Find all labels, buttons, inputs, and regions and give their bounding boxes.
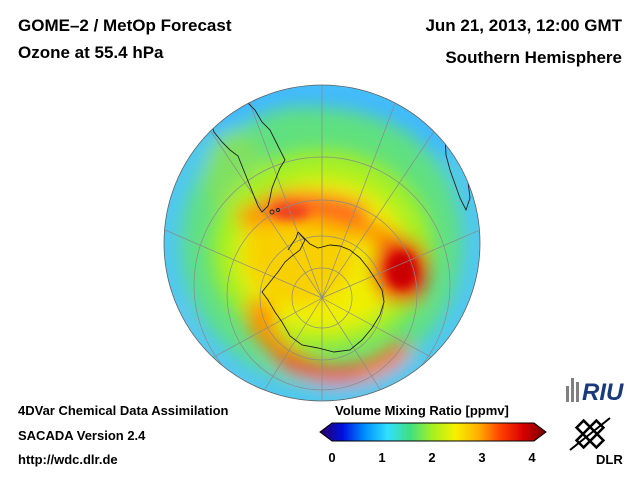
colorbar-bar bbox=[319, 422, 547, 442]
ozone-field bbox=[164, 85, 480, 401]
footer-line1: 4DVar Chemical Data Assimilation bbox=[18, 403, 229, 418]
date-label: Jun 21, 2013, 12:00 GMT bbox=[425, 16, 622, 35]
colorbar-tick-2: 2 bbox=[428, 450, 436, 465]
colorbar-tick-3: 3 bbox=[478, 450, 486, 465]
globe-outline bbox=[163, 84, 481, 402]
riu-logo: RIU bbox=[566, 378, 624, 406]
colorbar bbox=[319, 422, 547, 442]
colorbar-label: Volume Mixing Ratio [ppmv] bbox=[335, 403, 509, 418]
svg-text:DLR: DLR bbox=[596, 452, 623, 467]
colorbar-tick-1: 1 bbox=[378, 450, 386, 465]
footer-line2: SACADA Version 2.4 bbox=[18, 428, 146, 443]
svg-text:RIU: RIU bbox=[582, 379, 624, 406]
title-line2: Ozone at 55.4 hPa bbox=[18, 43, 164, 62]
title-line1: GOME–2 / MetOp Forecast bbox=[18, 16, 232, 35]
dlr-logo: DLR bbox=[569, 417, 623, 467]
peninsula-coastline bbox=[287, 231, 299, 251]
footer-url: http://wdc.dlr.de bbox=[18, 452, 118, 467]
hemisphere-label: Southern Hemisphere bbox=[445, 48, 622, 67]
south-america-coastline bbox=[209, 94, 286, 213]
colorbar-tick-0: 0 bbox=[328, 450, 336, 465]
antarctica-coastline bbox=[261, 231, 385, 353]
colorbar-tick-4: 4 bbox=[528, 450, 536, 465]
